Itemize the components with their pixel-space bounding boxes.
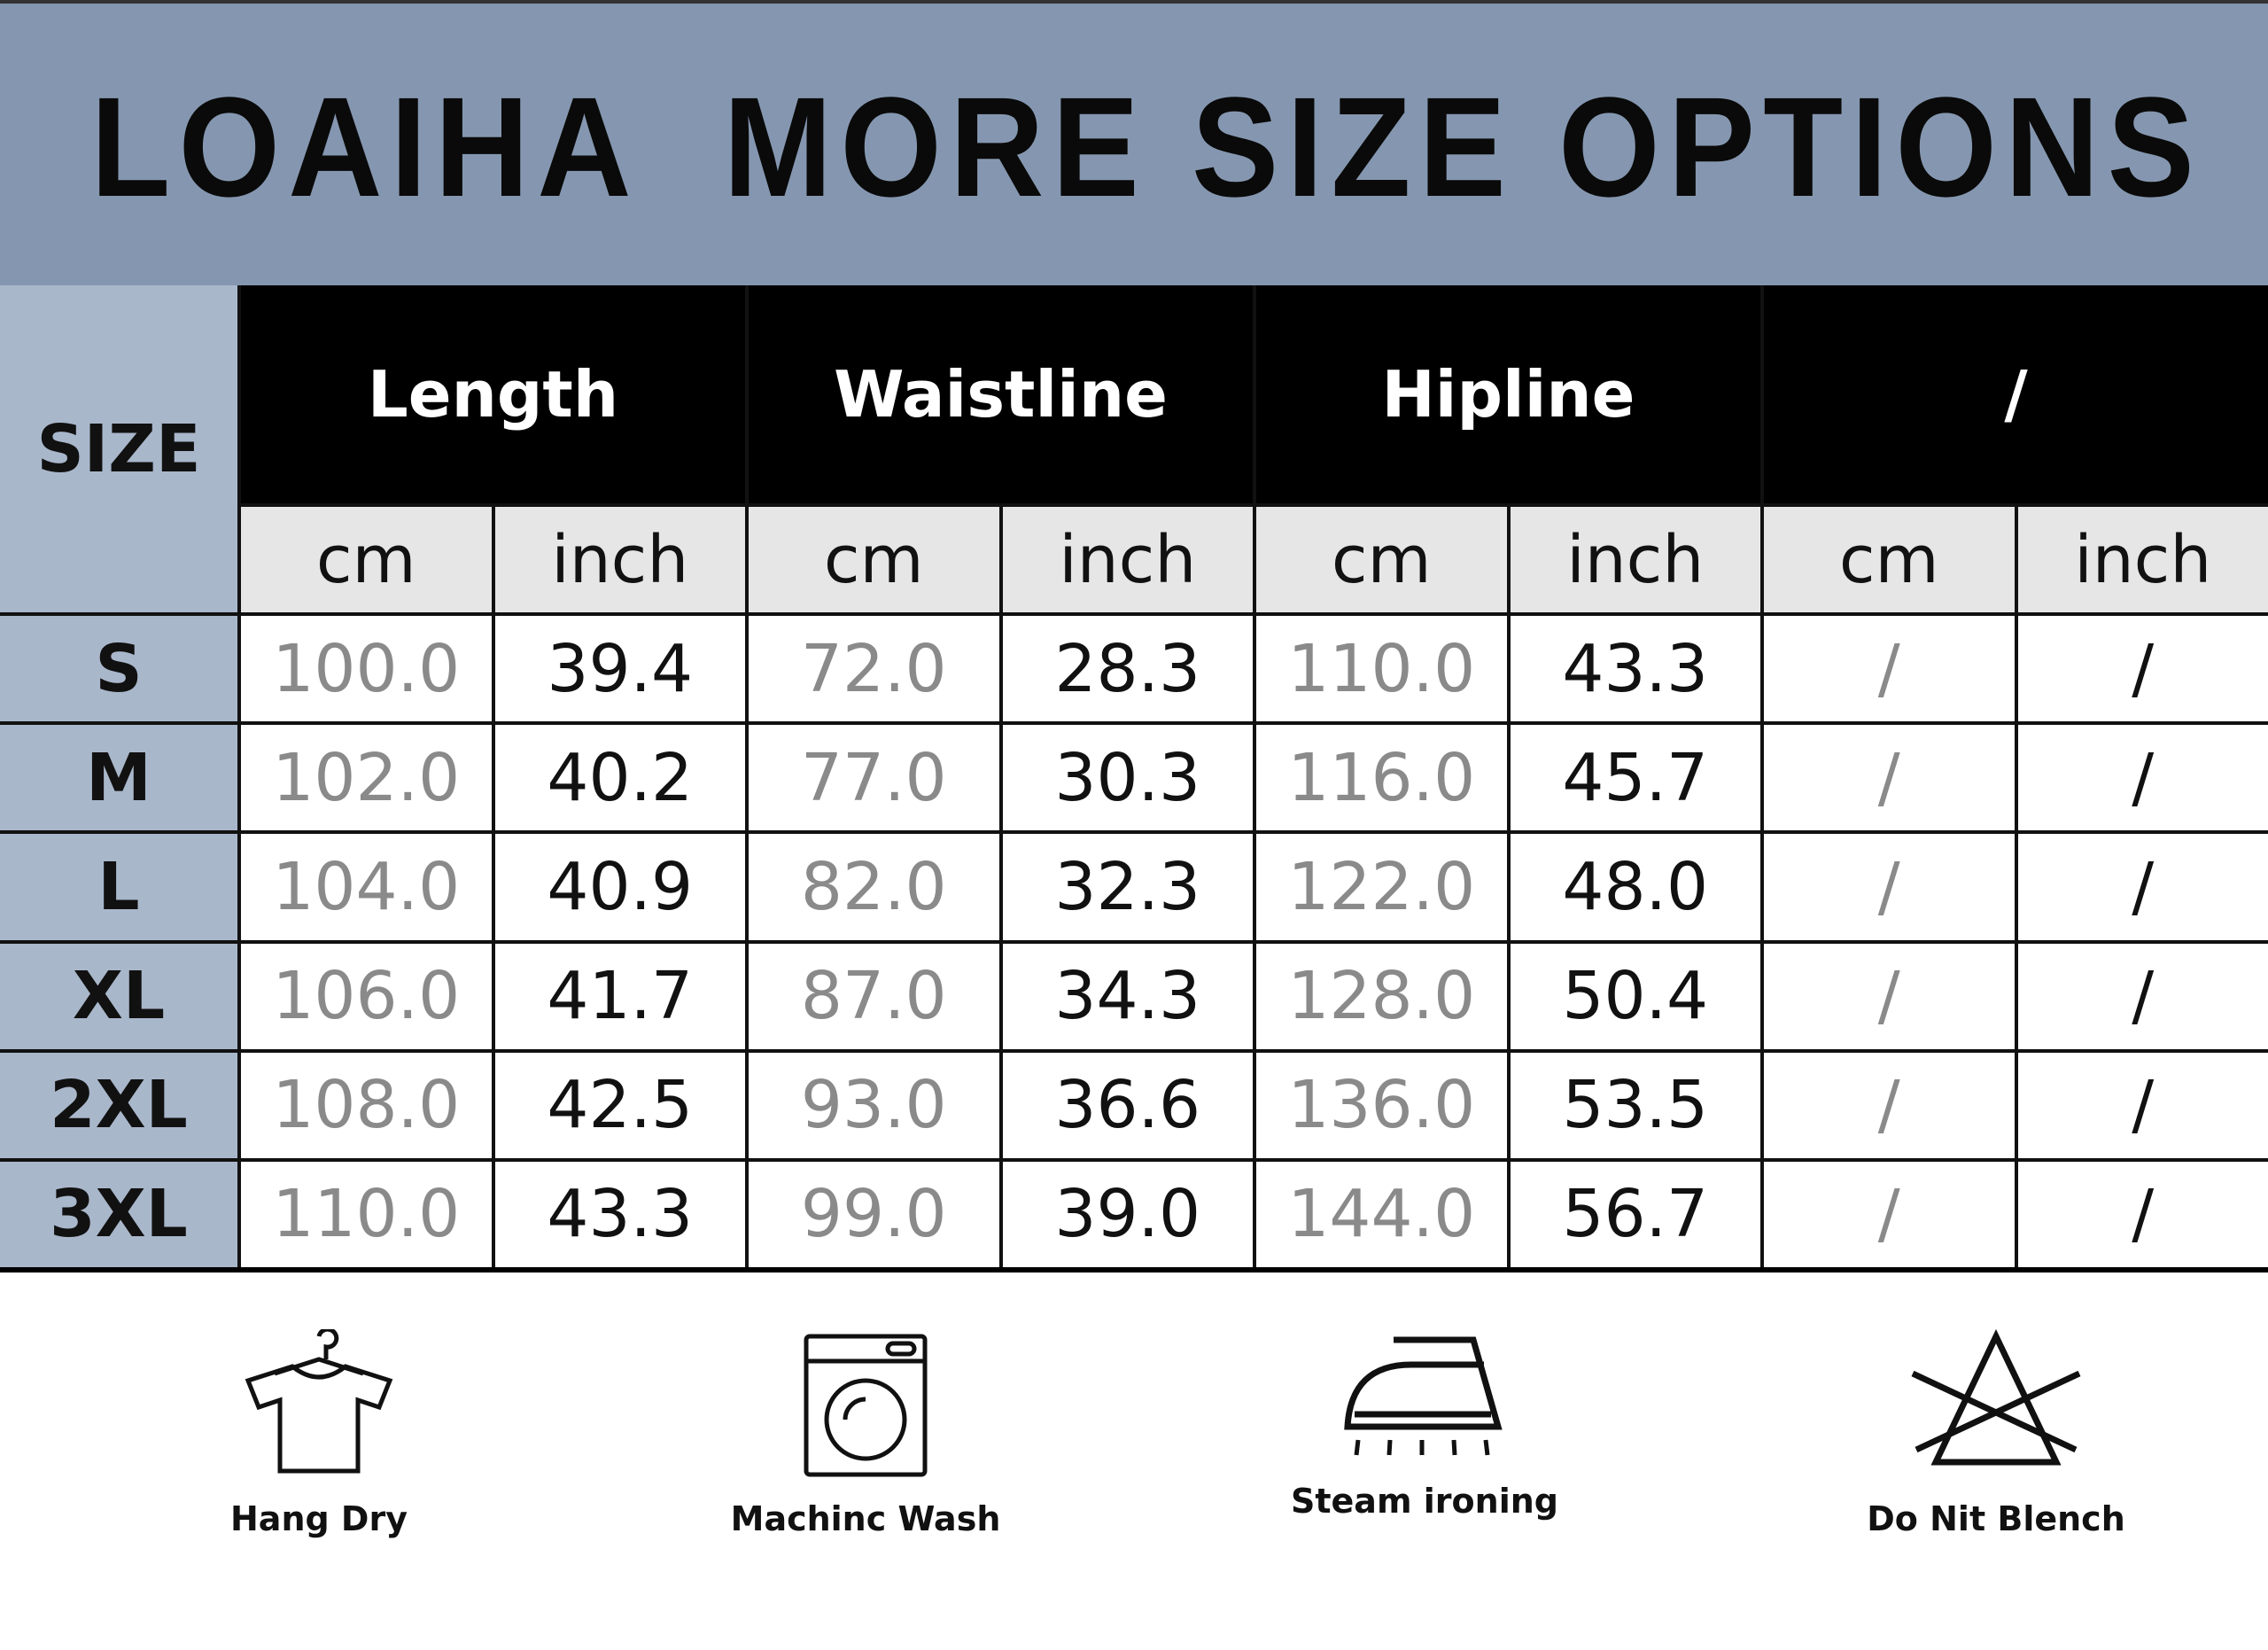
value-cell: 42.5 (494, 1052, 745, 1158)
banner: LOAIHA MORE SIZE OPTIONS (0, 0, 2268, 285)
value-cell: 41.7 (494, 943, 745, 1049)
hang-dry-icon (245, 1329, 393, 1474)
value-cell: 136.0 (1256, 1052, 1507, 1158)
wash-icon (804, 1334, 928, 1477)
value-cell: 43.3 (1510, 616, 1760, 722)
value-cell: 102.0 (241, 725, 492, 831)
value-cell: 30.3 (1002, 725, 1253, 831)
value-cell: 99.0 (749, 1161, 999, 1267)
value-cell: 87.0 (749, 943, 999, 1049)
care-label: Do Nit Blench (1867, 1499, 2125, 1538)
unit-header: inch (1002, 507, 1253, 613)
value-cell: / (1764, 616, 2015, 722)
size-cell: S (0, 616, 237, 722)
care-label: Hang Dry (230, 1499, 408, 1538)
care-item: Do Nit Blench (1775, 1329, 2218, 1538)
unit-header: inch (2017, 507, 2268, 613)
value-cell: 100.0 (241, 616, 492, 722)
care-section: Hang Dry Machinc Wash Steam ironing Do N… (0, 1276, 2268, 1650)
value-cell: 110.0 (1256, 616, 1507, 722)
size-cell: M (0, 725, 237, 831)
iron-icon (1344, 1336, 1503, 1456)
unit-header: cm (1764, 507, 2015, 613)
value-cell: / (2017, 616, 2268, 722)
value-cell: 53.5 (1510, 1052, 1760, 1158)
title: LOAIHA MORE SIZE OPTIONS (90, 67, 2202, 226)
care-label: Machinc Wash (730, 1499, 1001, 1538)
value-cell: 39.0 (1002, 1161, 1253, 1267)
size-cell: XL (0, 943, 237, 1049)
value-cell: 50.4 (1510, 943, 1760, 1049)
unit-header: cm (1256, 507, 1507, 613)
value-cell: / (1764, 1052, 2015, 1158)
value-cell: / (2017, 1161, 2268, 1267)
value-cell: / (2017, 1052, 2268, 1158)
value-cell: 104.0 (241, 834, 492, 940)
unit-header: inch (494, 507, 745, 613)
value-cell: 122.0 (1256, 834, 1507, 940)
value-cell: / (2017, 725, 2268, 831)
care-label: Steam ironing (1291, 1482, 1558, 1521)
value-cell: 48.0 (1510, 834, 1760, 940)
value-cell: 116.0 (1256, 725, 1507, 831)
value-cell: 40.9 (494, 834, 745, 940)
value-cell: 28.3 (1002, 616, 1253, 722)
value-cell: / (1764, 943, 2015, 1049)
size-header: SIZE (0, 285, 237, 613)
unit-header: cm (241, 507, 492, 613)
care-item: Machinc Wash (644, 1329, 1087, 1538)
value-cell: 82.0 (749, 834, 999, 940)
value-cell: 45.7 (1510, 725, 1760, 831)
value-cell: 56.7 (1510, 1161, 1760, 1267)
value-cell: 39.4 (494, 616, 745, 722)
value-cell: / (1764, 725, 2015, 831)
value-cell: 43.3 (494, 1161, 745, 1267)
value-cell: 144.0 (1256, 1161, 1507, 1267)
size-cell: 3XL (0, 1161, 237, 1267)
group-header: Length (241, 285, 745, 503)
value-cell: 110.0 (241, 1161, 492, 1267)
value-cell: / (1764, 1161, 2015, 1267)
value-cell: 108.0 (241, 1052, 492, 1158)
value-cell: / (1764, 834, 2015, 940)
value-cell: 40.2 (494, 725, 745, 831)
value-cell: 77.0 (749, 725, 999, 831)
value-cell: 34.3 (1002, 943, 1253, 1049)
group-header: Hipline (1256, 285, 1760, 503)
group-header: / (1764, 285, 2268, 503)
value-cell: 128.0 (1256, 943, 1507, 1049)
value-cell: 72.0 (749, 616, 999, 722)
value-cell: 36.6 (1002, 1052, 1253, 1158)
size-cell: 2XL (0, 1052, 237, 1158)
value-cell: / (2017, 834, 2268, 940)
unit-header: cm (749, 507, 999, 613)
value-cell: / (2017, 943, 2268, 1049)
value-cell: 32.3 (1002, 834, 1253, 940)
group-header: Waistline (749, 285, 1253, 503)
value-cell: 93.0 (749, 1052, 999, 1158)
size-table: SIZE Length Waistline Hipline / cm inch cm inch c… (0, 285, 2268, 1273)
unit-header: inch (1510, 507, 1760, 613)
value-cell: 106.0 (241, 943, 492, 1049)
care-item: Steam ironing (1203, 1329, 1646, 1521)
size-cell: L (0, 834, 237, 940)
care-item: Hang Dry (97, 1329, 540, 1538)
no-bleach-icon (1911, 1329, 2081, 1466)
